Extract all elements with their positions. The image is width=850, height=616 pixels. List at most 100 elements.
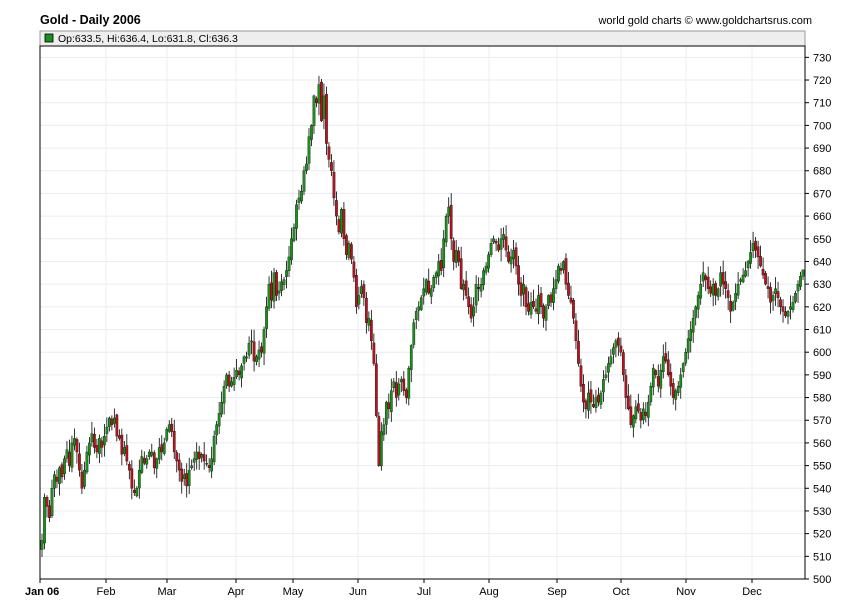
candle-body — [85, 451, 89, 473]
candle-body — [482, 270, 485, 286]
candle-body — [292, 227, 296, 241]
candle-body — [240, 365, 243, 379]
candle-body — [65, 449, 69, 459]
candle-body — [544, 306, 548, 321]
candle-body — [200, 454, 204, 458]
candle-body — [255, 356, 258, 363]
candle-body — [612, 347, 615, 355]
y-tick-label: 680 — [813, 166, 831, 178]
y-tick-label: 570 — [813, 415, 831, 427]
candle-body — [182, 474, 186, 479]
candle-body — [439, 260, 443, 271]
candle-body — [442, 238, 446, 269]
candle-body — [197, 451, 201, 459]
candle-body — [469, 304, 473, 319]
candle-body — [55, 476, 59, 482]
y-tick-label: 540 — [813, 483, 831, 495]
candle-body — [769, 287, 772, 303]
candle-body — [696, 295, 700, 310]
candle-body — [659, 370, 663, 389]
candle-body — [419, 297, 423, 310]
candle-body — [187, 469, 191, 486]
candle-body — [724, 281, 728, 289]
candle-body — [277, 290, 281, 294]
candle-body — [624, 375, 628, 398]
candle-body — [487, 254, 490, 269]
candle-body — [90, 433, 94, 443]
chart-title: Gold - Daily 2006 — [40, 13, 141, 27]
candle-body — [210, 458, 214, 472]
candle-body — [215, 424, 219, 436]
candle-body — [217, 413, 221, 427]
candle-body — [552, 288, 555, 303]
candle-body — [315, 98, 318, 103]
candle-body — [636, 403, 640, 412]
candle-body — [492, 238, 495, 243]
candle-body — [641, 408, 645, 421]
candle-body — [716, 288, 720, 297]
candle-body — [147, 451, 151, 457]
candle-body — [452, 240, 456, 262]
candle-body — [751, 243, 755, 252]
candle-body — [651, 367, 655, 388]
candle-body — [287, 256, 291, 272]
candle-body — [260, 346, 263, 353]
candle-body — [237, 370, 241, 376]
x-tick-label: Oct — [612, 586, 629, 598]
candle-body — [731, 302, 735, 311]
candle-body — [275, 272, 278, 296]
candle-body — [152, 452, 156, 469]
candle-body — [370, 319, 373, 342]
candle-body — [666, 359, 670, 376]
candle-body — [791, 302, 795, 310]
candle-body — [282, 279, 286, 285]
candle-body — [789, 306, 792, 310]
candle-body — [749, 252, 752, 264]
candle-body — [70, 442, 74, 468]
candle-body — [437, 261, 441, 277]
candle-body — [63, 458, 66, 474]
candle-body — [170, 423, 174, 432]
candle-body — [644, 411, 648, 416]
y-tick-label: 660 — [813, 211, 831, 223]
y-tick-label: 580 — [813, 393, 831, 405]
candle-body — [417, 306, 421, 311]
candle-body — [602, 379, 605, 393]
candle-body — [527, 303, 530, 312]
candle-body — [137, 469, 141, 489]
candle-body — [547, 295, 550, 306]
candle-body — [225, 374, 228, 386]
candle-body — [714, 283, 718, 296]
candle-body — [320, 81, 323, 121]
candle-body — [350, 244, 353, 260]
candle-body — [502, 234, 505, 240]
candle-body — [542, 305, 545, 319]
candle-body — [330, 162, 333, 171]
candle-body — [262, 329, 266, 354]
candle-body — [140, 456, 144, 473]
x-tick-label: Sep — [547, 586, 567, 598]
candle-body — [462, 283, 466, 291]
candle-body — [686, 338, 690, 353]
candle-body — [796, 283, 800, 292]
candle-body — [98, 438, 101, 454]
candle-body — [312, 95, 316, 126]
x-tick-label: Nov — [676, 586, 696, 598]
candle-body — [365, 298, 368, 323]
x-tick-label: May — [283, 586, 304, 598]
candle-body — [372, 342, 376, 364]
candle-body — [115, 414, 119, 437]
candle-body — [165, 429, 169, 441]
grid — [39, 46, 805, 580]
candle-body — [577, 341, 580, 364]
candle-body — [132, 489, 136, 493]
candle-body — [741, 274, 745, 283]
candle-body — [297, 197, 301, 203]
candle-body — [587, 392, 590, 411]
candle-body — [379, 431, 383, 467]
candle-body — [614, 340, 618, 348]
candle-body — [529, 302, 533, 315]
candle-body — [524, 287, 528, 307]
candle-body — [105, 426, 109, 434]
candle-body — [317, 84, 321, 104]
